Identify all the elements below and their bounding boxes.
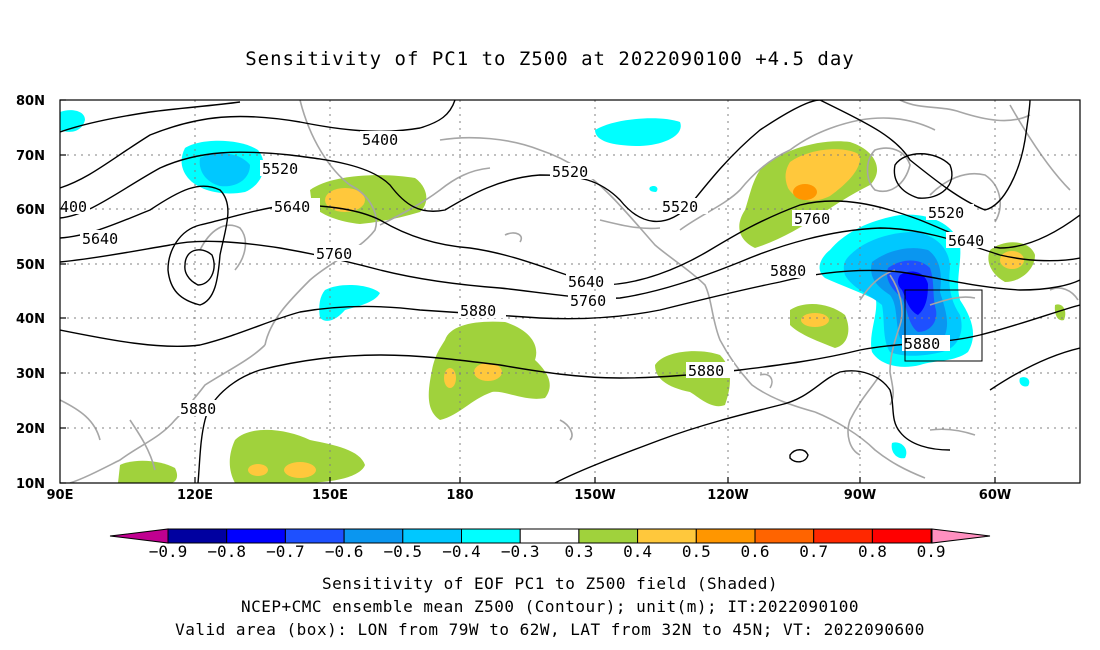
colorbar-label: −0.9: [149, 542, 188, 561]
caption-line-3: Valid area (box): LON from 79W to 62W, L…: [175, 620, 925, 639]
lon-label: 90W: [844, 488, 876, 503]
contour-labels: 5400 400 5520 5520 5520 5520 5640 5640 5…: [60, 131, 994, 418]
colorbar-label: −0.8: [207, 542, 246, 561]
lat-label: 30N: [16, 367, 45, 382]
contour-label: 5520: [662, 198, 698, 216]
lon-label: 90E: [47, 488, 74, 503]
colorbar-label: 0.9: [917, 542, 946, 561]
lon-label: 180: [446, 488, 473, 503]
colorbar-label: 0.7: [799, 542, 828, 561]
contour-label: 5520: [928, 204, 964, 222]
colorbar-label: −0.3: [501, 542, 540, 561]
colorbar-high-extreme: [931, 528, 991, 544]
negative-sensitivity-shading: [60, 110, 1030, 459]
lat-label: 70N: [16, 149, 45, 164]
contour-5880-east: [989, 347, 1080, 391]
colorbar-label: 0.8: [858, 542, 887, 561]
colorbar-cell: [695, 528, 756, 544]
colorbar-cell: [637, 528, 697, 544]
contour-5400-north: [60, 101, 241, 133]
colorbar-cell: [813, 528, 873, 544]
latitude-labels: 80N 70N 60N 50N 40N 30N 20N 10N: [16, 94, 45, 492]
colorbar-cell: [519, 528, 580, 544]
colorbar-cell: [871, 528, 932, 544]
z500-contours: [60, 100, 1080, 483]
lon-label: 150E: [312, 488, 348, 503]
colorbar-label: 0.5: [682, 542, 711, 561]
contour-label: 5880: [904, 335, 940, 353]
lon-label: 60W: [979, 488, 1011, 503]
map-title: Sensitivity of PC1 to Z500 at 2022090100…: [245, 48, 855, 70]
colorbar-cell: [284, 528, 345, 544]
contour-label: 5640: [274, 198, 310, 216]
colorbar-label: −0.4: [442, 542, 481, 561]
colorbar-label: −0.5: [384, 542, 423, 561]
contour-label: 5400: [362, 131, 398, 149]
contour-label: 5520: [552, 163, 588, 181]
coastlines: [60, 100, 1079, 483]
colorbar-cell: [461, 528, 521, 544]
plot-frame: [59, 99, 1081, 484]
lat-label: 50N: [16, 258, 45, 273]
colorbar-cell: [754, 528, 815, 544]
contour-label: 5640: [948, 232, 984, 250]
colorbar-cell: [226, 528, 286, 544]
contour-label: 400: [60, 198, 87, 216]
contour-5400: [60, 100, 456, 189]
tick-marks: [60, 99, 996, 484]
contour-5520-east: [819, 100, 1031, 211]
longitude-labels: 90E 120E 150E 180 150W 120W 90W 60W: [47, 488, 1012, 503]
contour-label: 5880: [460, 302, 496, 320]
colorbar-label: 0.4: [623, 542, 652, 561]
contour-label: 5760: [316, 245, 352, 263]
lat-label: 60N: [16, 203, 45, 218]
contour-5880-north: [60, 269, 1080, 348]
colorbar-low-extreme: [109, 528, 169, 544]
contour-label: 5880: [180, 400, 216, 418]
valid-area-box: [904, 289, 983, 362]
lon-label: 120E: [177, 488, 213, 503]
colorbar-label: −0.7: [266, 542, 305, 561]
colorbar-label: −0.6: [325, 542, 364, 561]
contour-5640-main: [60, 185, 1080, 306]
colorbar-cell: [167, 528, 228, 544]
contour-label: 5880: [688, 362, 724, 380]
lon-label: 150W: [574, 488, 615, 503]
contour-5520-low: [893, 153, 953, 199]
contour-label: 5520: [262, 160, 298, 178]
lat-label: 80N: [16, 94, 45, 109]
lat-label: 20N: [16, 422, 45, 437]
contour-label: 5640: [568, 273, 604, 291]
contour-5640-inner: [184, 249, 215, 286]
caption-line-1: Sensitivity of EOF PC1 to Z500 field (Sh…: [322, 574, 778, 593]
caption-line-2: NCEP+CMC ensemble mean Z500 (Contour); u…: [240, 597, 860, 616]
colorbar-cell: [343, 528, 404, 544]
colorbar: −0.9 −0.8 −0.7 −0.6 −0.5 −0.4 −0.3 0.3 0.4 0.5 0.6…: [109, 528, 991, 561]
contour-label: 5760: [570, 292, 606, 310]
lon-label: 120W: [707, 488, 748, 503]
colorbar-label: 0.3: [564, 542, 593, 561]
lat-label: 10N: [16, 477, 45, 492]
colorbar-cell: [578, 528, 639, 544]
contour-small-cell: [789, 449, 809, 463]
contour-5880-gulf: [554, 370, 951, 483]
contour-label: 5640: [82, 230, 118, 248]
contour-label: 5880: [770, 262, 806, 280]
colorbar-cell: [402, 528, 462, 544]
colorbar-label: 0.6: [741, 542, 770, 561]
contour-label: 5760: [794, 210, 830, 228]
lat-label: 40N: [16, 312, 45, 327]
contour-5520-main: [60, 100, 821, 222]
